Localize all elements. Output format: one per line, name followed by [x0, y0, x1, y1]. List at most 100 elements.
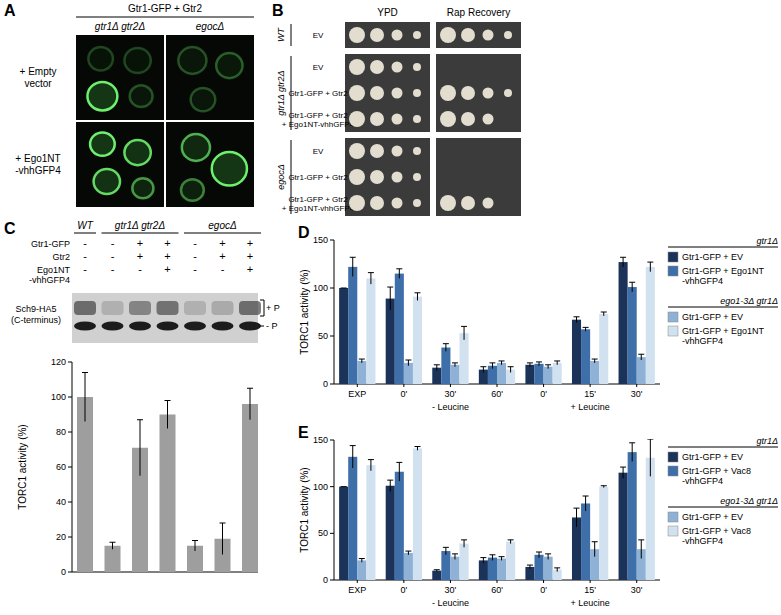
header-rule: [76, 17, 254, 18]
legend-label: Gtr1-GFP + EV: [682, 452, 743, 462]
growth-spot: [392, 146, 403, 157]
error-bar: [623, 257, 624, 267]
x-tick: [590, 580, 591, 583]
y-tick: [330, 336, 334, 337]
error-cap: [508, 539, 514, 540]
bar: [395, 472, 404, 580]
error-bar: [641, 354, 642, 360]
y-tick-label: 0: [61, 567, 66, 577]
bar: [366, 278, 375, 384]
error-cap: [359, 558, 365, 559]
bar: [599, 487, 608, 580]
x-tick: [590, 384, 591, 387]
cell-value: -: [193, 250, 197, 262]
bar: [413, 297, 422, 384]
text-line: vector: [24, 78, 52, 89]
bar: [619, 473, 628, 580]
error-cap: [341, 288, 347, 289]
error-bar: [576, 317, 577, 323]
growth-spot: [413, 31, 421, 39]
row-label: + Emptyvector: [20, 66, 57, 89]
bar: [534, 364, 543, 384]
bar: [348, 457, 357, 580]
error-bar: [408, 551, 409, 555]
growth-spot: [440, 111, 456, 127]
cell-value: +: [164, 250, 170, 262]
cell: [124, 140, 150, 165]
error-cap: [620, 257, 626, 258]
bar: [366, 465, 375, 580]
growth-spot: [392, 172, 403, 183]
bars: [339, 257, 655, 384]
x-group-label: + Leucine: [570, 598, 609, 608]
x-tick-label: 30': [445, 585, 457, 595]
legend-swatch: [668, 466, 678, 476]
bar: [581, 329, 590, 384]
bar: [160, 415, 176, 573]
error-bar: [464, 540, 465, 547]
error-bar: [399, 462, 400, 481]
error-cap: [545, 364, 551, 365]
y-tick: [330, 440, 334, 441]
cell-value: +: [137, 250, 143, 262]
legend-title: gtr1Δ: [756, 436, 778, 446]
header: Gtr1-GFP + Gtr2: [128, 3, 202, 14]
error-cap: [192, 540, 198, 541]
error-cap: [220, 523, 226, 524]
error-bar: [529, 363, 530, 367]
error-bar: [195, 541, 196, 552]
growth-spot: [483, 198, 494, 209]
legend-label: Gtr1-GFP + Ego1NT-vhhGFP4: [682, 326, 765, 346]
panel-label: A: [4, 2, 16, 19]
error-bar: [594, 359, 595, 363]
group-label: WT: [276, 27, 286, 42]
row-label: Gtr1-GFP + Gtr2+ Ego1NT-vhhGFP4: [282, 195, 355, 213]
y-axis: [334, 440, 335, 580]
x-tick: [543, 384, 544, 387]
blot-band: [74, 322, 96, 331]
error-cap: [545, 553, 551, 554]
x-tick-label: EXP: [348, 389, 366, 399]
legend-swatch: [668, 526, 678, 536]
bar: [497, 559, 506, 580]
y-tick: [68, 502, 72, 503]
growth-spot: [370, 196, 384, 210]
error-bar: [501, 361, 502, 365]
growth-spot: [413, 63, 421, 71]
bar: [348, 267, 357, 384]
text-line: -vhhGFP4: [15, 165, 61, 176]
error-bar: [483, 558, 484, 564]
error-bar: [510, 540, 511, 544]
error-bar: [390, 287, 391, 310]
error-cap: [359, 359, 365, 360]
growth-spot: [461, 112, 475, 126]
row-label: Gtr1-GFP: [31, 239, 70, 249]
blot-band: [239, 301, 261, 315]
blot-band: [239, 322, 261, 331]
growth-spot: [349, 111, 365, 127]
cell-value: +: [164, 263, 170, 275]
error-bar: [417, 293, 418, 301]
error-bar: [445, 547, 446, 554]
y-tick-label: 50: [318, 331, 328, 341]
y-tick: [68, 397, 72, 398]
column-header: YPD: [377, 7, 398, 18]
error-cap: [527, 362, 533, 363]
legend-label: Gtr1-GFP + EV: [682, 252, 743, 262]
bar: [497, 363, 506, 384]
blot-band: [212, 322, 234, 331]
strain-rule: [102, 233, 179, 234]
growth-spot: [413, 173, 421, 181]
legend-label: Gtr1-GFP + EV: [682, 312, 743, 322]
blot-band: [129, 301, 151, 315]
y-axis-label: TORC1 activity (%): [299, 269, 310, 354]
band-label: - P: [266, 321, 278, 331]
text-line: Gtr1-GFP + Ego1NT: [682, 326, 765, 336]
micrograph: [166, 35, 254, 120]
background: [0, 0, 781, 615]
column-header: egocΔ: [196, 21, 225, 32]
x-tick: [497, 580, 498, 583]
growth-spot: [349, 59, 365, 75]
error-bar: [140, 420, 141, 476]
micrograph: [166, 122, 254, 207]
